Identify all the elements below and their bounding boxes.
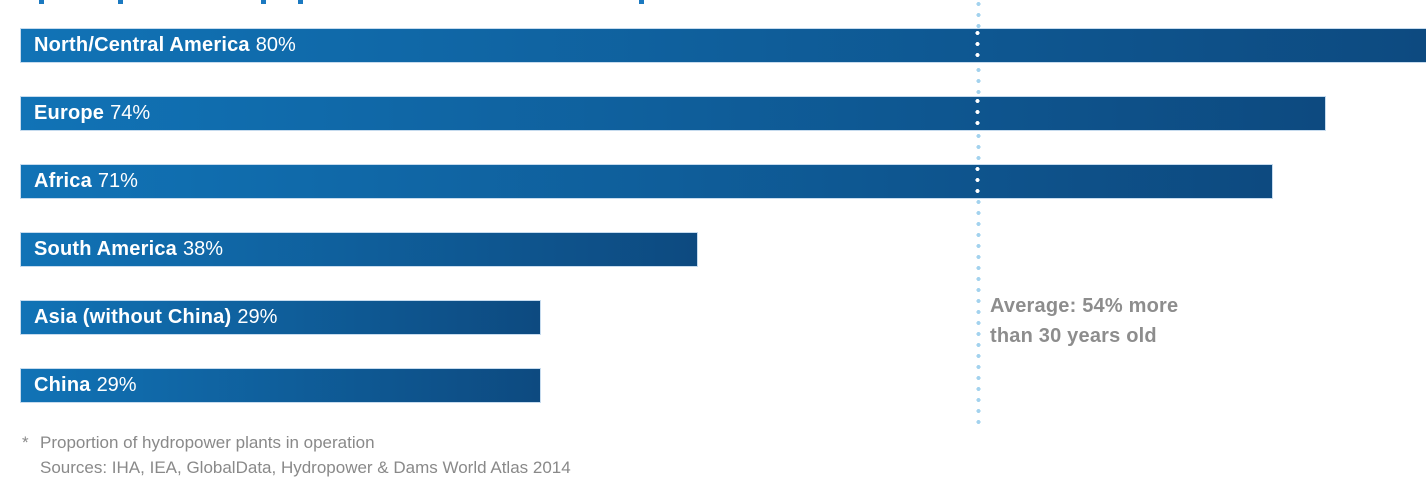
bar-row: North/Central America 80%	[20, 28, 1426, 63]
bar-value: 71%	[97, 170, 138, 192]
clipped-title-fragment	[298, 0, 303, 4]
hydropower-age-bar-chart: North/Central America 80% Europe 74% Afric…	[20, 0, 1426, 424]
footnote-line2: Sources: IHA, IEA, GlobalData, Hydropowe…	[40, 458, 571, 477]
bar-value: 29%	[237, 306, 278, 328]
average-dotted-line-overlay	[975, 29, 980, 62]
footnote-line1: Proportion of hydropower plants in opera…	[40, 433, 375, 452]
bar-value: 29%	[96, 374, 137, 396]
bar-label: Asia (without China)	[34, 306, 232, 328]
bar-row: Africa 71%	[20, 164, 1426, 199]
footnote: * Proportion of hydropower plants in ope…	[22, 430, 571, 480]
bar-label: Africa	[34, 170, 92, 192]
average-annotation: Average: 54% more than 30 years old	[990, 291, 1178, 351]
clipped-title-fragment	[118, 0, 123, 4]
bar-china: China 29%	[20, 368, 541, 403]
bar-asia-without-china: Asia (without China) 29%	[20, 300, 541, 335]
footnote-asterisk: *	[22, 433, 29, 452]
bar-row: Asia (without China) 29%	[20, 300, 1426, 335]
bar-label: China	[34, 374, 91, 396]
footnote-indent	[22, 455, 40, 480]
clipped-title-fragment	[639, 0, 644, 4]
bar-north-central-america: North/Central America 80%	[20, 28, 1426, 63]
bar-value: 80%	[255, 34, 296, 56]
bar-value: 74%	[110, 102, 151, 124]
clipped-title-fragment	[39, 0, 44, 4]
bar-europe: Europe 74%	[20, 96, 1326, 131]
bar-label: South America	[34, 238, 178, 260]
bar-label: Europe	[34, 102, 105, 124]
average-dotted-line	[976, 0, 981, 424]
clipped-title-fragment	[261, 0, 266, 4]
average-dotted-line-overlay	[975, 165, 980, 198]
average-dotted-line-overlay	[975, 97, 980, 130]
bar-label: North/Central America	[34, 34, 250, 56]
average-annotation-line2: than 30 years old	[990, 325, 1157, 347]
bar-row: China 29%	[20, 368, 1426, 403]
bar-africa: Africa 71%	[20, 164, 1274, 199]
bar-south-america: South America 38%	[20, 232, 698, 267]
bar-value: 38%	[183, 238, 224, 260]
bar-row: South America 38%	[20, 232, 1426, 267]
average-annotation-line1: Average: 54% more	[990, 295, 1179, 317]
bar-row: Europe 74%	[20, 96, 1426, 131]
